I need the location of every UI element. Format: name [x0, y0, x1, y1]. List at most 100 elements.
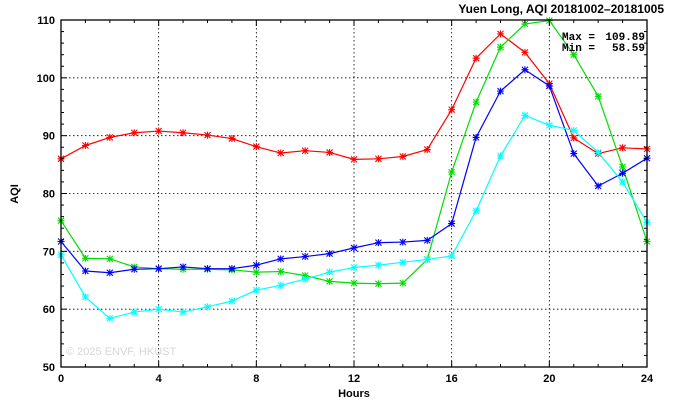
data-point-marker [204, 303, 211, 311]
data-point-marker [399, 279, 407, 287]
data-point-marker [326, 250, 334, 258]
data-point-marker [301, 253, 309, 261]
data-point-marker [472, 133, 480, 141]
data-point-marker [448, 220, 456, 228]
data-point-marker [81, 254, 89, 262]
data-point-marker [228, 135, 236, 143]
data-point-marker [179, 263, 187, 271]
watermark: © 2025 ENVF, HKUST [66, 346, 176, 358]
y-tick-label: 80 [43, 189, 55, 201]
data-point-marker [545, 121, 553, 129]
data-point-marker [81, 293, 89, 301]
y-axis-label: AQI [9, 184, 21, 204]
data-point-marker [448, 106, 456, 114]
y-tick-label: 70 [43, 246, 55, 258]
data-point-marker [204, 131, 211, 139]
data-point-marker [179, 308, 187, 316]
tick-labels: 0 4 8 12 16 20 24 50 60 70 80 90 100 110 [37, 15, 654, 385]
data-point-marker [594, 92, 602, 100]
data-point-marker [301, 147, 309, 155]
min-label: Min = [562, 43, 595, 55]
data-point-marker [472, 207, 480, 215]
x-tick-label: 12 [348, 373, 360, 385]
y-tick-label: 110 [37, 15, 55, 27]
data-point-marker [521, 48, 529, 56]
data-point-marker [350, 244, 358, 252]
min-value: 58.59 [612, 43, 645, 55]
data-point-marker [374, 280, 382, 288]
data-point-marker [472, 54, 480, 62]
data-point-marker [399, 238, 407, 246]
y-tick-label: 100 [37, 73, 55, 85]
grid-lines [61, 20, 647, 367]
data-point-marker [106, 133, 114, 141]
x-tick-label: 16 [446, 373, 458, 385]
data-point-marker [277, 255, 285, 263]
data-point-marker [497, 30, 504, 38]
data-point-marker [399, 152, 407, 160]
data-point-marker [106, 314, 114, 322]
data-point-marker [350, 155, 358, 163]
data-point-marker [106, 269, 114, 277]
data-point-marker [619, 144, 627, 152]
axis-ticks [60, 19, 648, 368]
data-point-marker [497, 43, 504, 51]
chart-title: Yuen Long, AQI 20181002–20181005 [458, 2, 664, 16]
data-point-marker [423, 255, 431, 263]
data-point-marker [204, 265, 211, 273]
data-point-marker [594, 148, 602, 156]
data-point-marker [423, 236, 431, 244]
x-tick-label: 24 [641, 373, 654, 385]
data-point-marker [326, 268, 334, 276]
data-point-marker [448, 168, 456, 176]
data-point-marker [228, 265, 236, 273]
data-point-marker [594, 182, 602, 190]
x-axis-label: Hours [338, 388, 370, 400]
data-point-marker [472, 98, 480, 106]
data-point-marker [374, 261, 382, 269]
data-point-marker [521, 20, 529, 28]
max-label: Max = [562, 32, 595, 44]
data-point-marker [277, 268, 285, 276]
x-tick-label: 0 [58, 373, 64, 385]
x-tick-label: 4 [156, 373, 163, 385]
data-point-marker [619, 163, 627, 171]
x-tick-label: 8 [253, 373, 259, 385]
data-point-marker [570, 150, 578, 158]
data-point-marker [277, 281, 285, 289]
data-point-marker [130, 129, 138, 137]
data-point-marker [81, 141, 89, 149]
data-point-marker [619, 169, 627, 177]
data-point-marker [350, 264, 358, 272]
data-point-marker [570, 51, 578, 59]
data-point-marker [130, 265, 138, 273]
data-point-marker [521, 66, 529, 74]
y-tick-label: 50 [43, 362, 55, 374]
data-point-marker [155, 305, 163, 313]
data-point-marker [155, 127, 163, 135]
data-point-marker [252, 268, 260, 276]
data-point-marker [252, 261, 260, 269]
data-point-marker [252, 286, 260, 294]
data-point-marker [545, 82, 553, 90]
data-point-marker [326, 277, 334, 285]
data-point-marker [497, 87, 504, 95]
data-point-marker [374, 239, 382, 247]
data-point-marker [570, 134, 578, 142]
data-point-marker [228, 297, 236, 305]
data-point-marker [399, 258, 407, 266]
y-tick-label: 90 [43, 131, 55, 143]
data-point-marker [423, 146, 431, 154]
data-point-marker [326, 148, 334, 156]
data-point-marker [106, 255, 114, 263]
data-point-marker [448, 252, 456, 260]
data-point-marker [179, 129, 187, 137]
data-point-marker [277, 149, 285, 157]
data-point-marker [521, 111, 529, 119]
data-point-marker [374, 155, 382, 163]
data-point-marker [81, 267, 89, 275]
x-tick-label: 20 [543, 373, 555, 385]
data-point-marker [350, 279, 358, 287]
data-point-marker [130, 308, 138, 316]
